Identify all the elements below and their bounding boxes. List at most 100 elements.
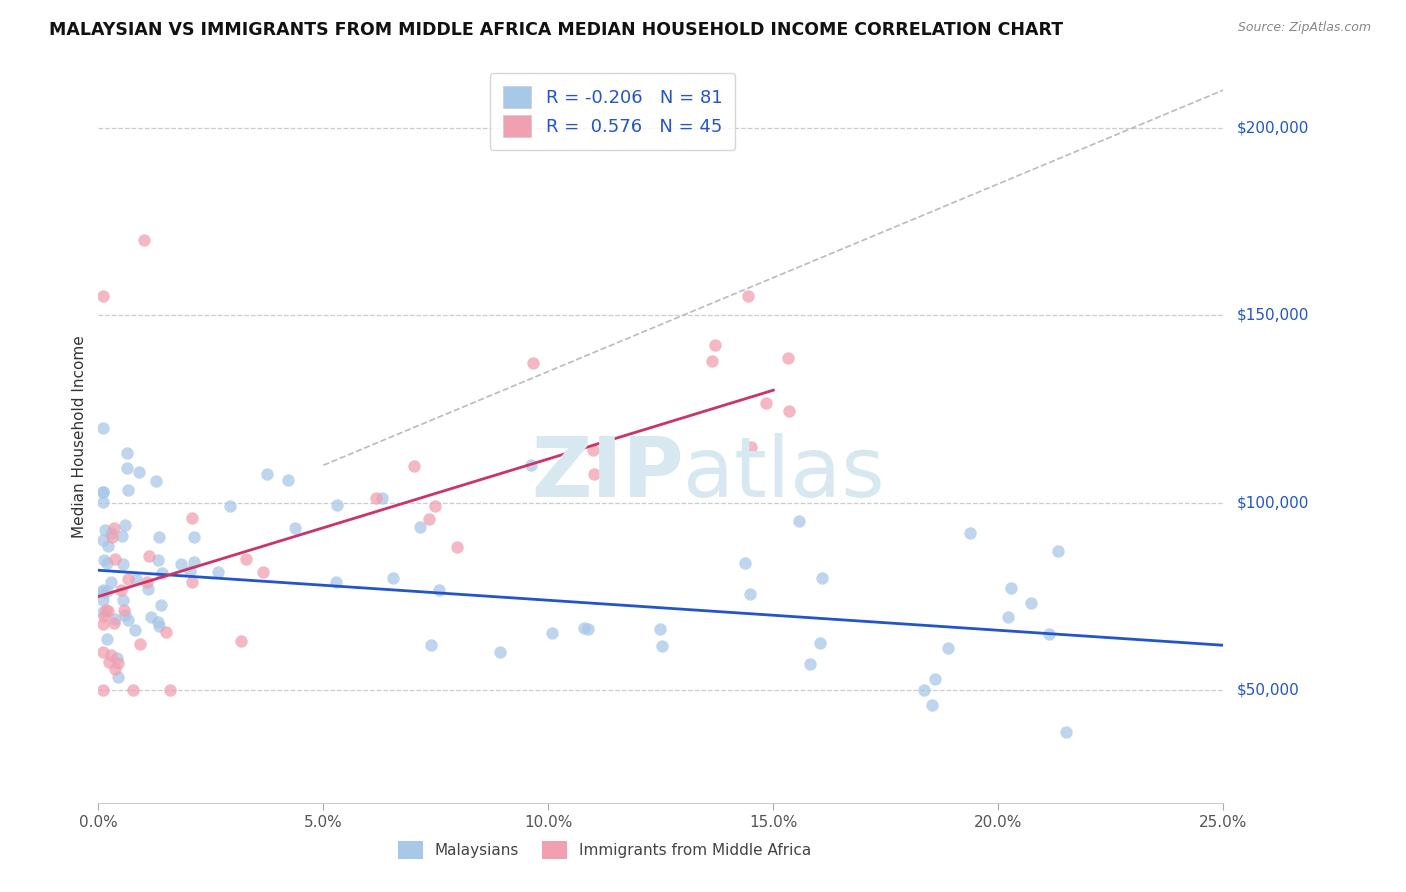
Point (138, 549, 160, 563)
Point (91, 585, 114, 599)
Point (97, 604, 120, 618)
Point (136, 574, 159, 589)
Point (959, 525, 981, 540)
Point (1019, 596, 1042, 610)
Point (97, 539, 120, 553)
Point (997, 610, 1019, 624)
Point (541, 626, 564, 640)
Point (148, 618, 170, 632)
Point (128, 465, 150, 479)
Y-axis label: Median Household Income: Median Household Income (72, 335, 87, 539)
Point (100, 575, 122, 590)
Point (427, 583, 450, 598)
Point (364, 491, 387, 505)
Point (231, 634, 253, 648)
Point (648, 622, 671, 636)
Point (419, 638, 441, 652)
Point (91, 616, 114, 631)
Point (96, 632, 118, 647)
Point (778, 404, 800, 418)
Point (737, 289, 759, 303)
Point (799, 657, 821, 671)
Point (921, 698, 943, 712)
Point (912, 682, 935, 697)
Point (111, 558, 134, 572)
Point (117, 572, 139, 586)
Legend: Malaysians, Immigrants from Middle Africa: Malaysians, Immigrants from Middle Afric… (392, 835, 817, 864)
Point (91, 644, 114, 658)
Point (124, 624, 146, 638)
Point (808, 636, 831, 650)
Point (776, 351, 799, 365)
Point (93, 552, 115, 566)
Point (103, 521, 125, 535)
Point (284, 520, 307, 534)
Text: $150,000: $150,000 (1237, 308, 1309, 323)
Point (235, 552, 257, 566)
Point (325, 574, 347, 589)
Point (811, 571, 834, 585)
Point (96, 603, 118, 617)
Point (326, 498, 349, 512)
Point (572, 621, 595, 635)
Point (91, 485, 114, 500)
Point (522, 356, 544, 370)
Point (107, 656, 129, 670)
Point (183, 530, 205, 544)
Point (114, 518, 136, 533)
Point (117, 446, 139, 460)
Point (181, 510, 204, 524)
Point (371, 491, 394, 505)
Point (146, 553, 169, 567)
Point (1047, 544, 1070, 558)
Point (115, 461, 138, 475)
Point (128, 637, 150, 651)
Point (183, 555, 205, 569)
Point (179, 564, 201, 578)
Point (207, 566, 229, 580)
Point (277, 473, 299, 487)
Point (755, 396, 778, 410)
Point (91, 495, 114, 509)
Point (703, 337, 725, 351)
Point (256, 467, 278, 481)
Point (110, 582, 132, 597)
Point (159, 683, 181, 698)
Point (1038, 626, 1060, 640)
Point (145, 475, 167, 489)
Text: atlas: atlas (683, 434, 884, 514)
Point (409, 520, 432, 534)
Text: ZIP: ZIP (531, 434, 683, 514)
Point (150, 566, 173, 580)
Point (104, 551, 127, 566)
Point (91, 420, 114, 434)
Point (112, 602, 135, 616)
Point (181, 574, 204, 589)
Point (91, 289, 114, 303)
Point (148, 530, 170, 544)
Point (134, 233, 156, 247)
Text: Source: ZipAtlas.com: Source: ZipAtlas.com (1237, 21, 1371, 34)
Point (740, 440, 762, 454)
Point (100, 648, 122, 662)
Point (700, 353, 723, 368)
Point (111, 529, 134, 543)
Point (114, 608, 136, 623)
Point (924, 672, 946, 686)
Point (519, 458, 541, 473)
Point (91, 593, 114, 607)
Point (105, 651, 128, 665)
Point (104, 612, 127, 626)
Point (170, 557, 193, 571)
Point (446, 540, 468, 554)
Point (94, 524, 117, 538)
Point (117, 613, 139, 627)
Point (1000, 581, 1022, 595)
Point (418, 512, 440, 526)
Point (103, 615, 125, 630)
Point (489, 645, 512, 659)
Point (423, 499, 446, 513)
Point (936, 640, 959, 655)
Point (787, 514, 810, 528)
Point (91, 484, 114, 499)
